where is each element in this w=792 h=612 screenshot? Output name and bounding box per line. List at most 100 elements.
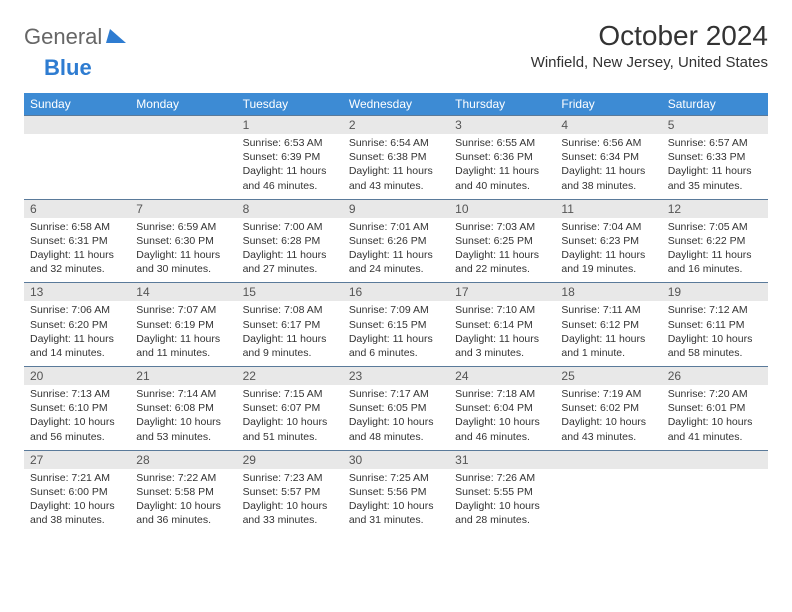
day-body: Sunrise: 6:54 AMSunset: 6:38 PMDaylight:…: [343, 134, 449, 199]
brand-part2: Blue: [44, 55, 92, 80]
sunset-text: Sunset: 6:12 PM: [561, 318, 655, 332]
sunrise-text: Sunrise: 7:09 AM: [349, 303, 443, 317]
daylight-text: Daylight: 11 hours and 40 minutes.: [455, 164, 549, 192]
sunrise-text: Sunrise: 7:25 AM: [349, 471, 443, 485]
sunset-text: Sunset: 6:30 PM: [136, 234, 230, 248]
sunrise-text: Sunrise: 7:04 AM: [561, 220, 655, 234]
daynum: 30: [343, 451, 449, 469]
daynum: 2: [343, 116, 449, 134]
daylight-text: Daylight: 10 hours and 53 minutes.: [136, 415, 230, 443]
sunset-text: Sunset: 6:28 PM: [243, 234, 337, 248]
brand-part1: General: [24, 24, 102, 50]
sunrise-text: Sunrise: 6:57 AM: [668, 136, 762, 150]
daylight-text: Daylight: 11 hours and 11 minutes.: [136, 332, 230, 360]
sunset-text: Sunset: 6:05 PM: [349, 401, 443, 415]
sunset-text: Sunset: 5:55 PM: [455, 485, 549, 499]
week-3-daynum-row: 20212223242526: [24, 366, 768, 385]
daylight-text: Daylight: 11 hours and 30 minutes.: [136, 248, 230, 276]
daynum: 12: [662, 200, 768, 218]
day-body: Sunrise: 7:07 AMSunset: 6:19 PMDaylight:…: [130, 301, 236, 366]
sunrise-text: Sunrise: 7:12 AM: [668, 303, 762, 317]
daynum: 5: [662, 116, 768, 134]
sunset-text: Sunset: 6:14 PM: [455, 318, 549, 332]
day-body: Sunrise: 7:06 AMSunset: 6:20 PMDaylight:…: [24, 301, 130, 366]
sunrise-text: Sunrise: 7:22 AM: [136, 471, 230, 485]
day-body: Sunrise: 7:13 AMSunset: 6:10 PMDaylight:…: [24, 385, 130, 450]
day-body: Sunrise: 7:23 AMSunset: 5:57 PMDaylight:…: [237, 469, 343, 534]
sunset-text: Sunset: 6:04 PM: [455, 401, 549, 415]
day-body: Sunrise: 7:22 AMSunset: 5:58 PMDaylight:…: [130, 469, 236, 534]
sunrise-text: Sunrise: 7:23 AM: [243, 471, 337, 485]
day-body: Sunrise: 7:19 AMSunset: 6:02 PMDaylight:…: [555, 385, 661, 450]
week-1-body-row: Sunrise: 6:58 AMSunset: 6:31 PMDaylight:…: [24, 218, 768, 283]
week-1-daynum-row: 6789101112: [24, 199, 768, 218]
sunrise-text: Sunrise: 6:53 AM: [243, 136, 337, 150]
sunrise-text: Sunrise: 7:17 AM: [349, 387, 443, 401]
daynum: 8: [237, 200, 343, 218]
week-3-body-row: Sunrise: 7:13 AMSunset: 6:10 PMDaylight:…: [24, 385, 768, 450]
sunset-text: Sunset: 6:22 PM: [668, 234, 762, 248]
day-body: Sunrise: 7:00 AMSunset: 6:28 PMDaylight:…: [237, 218, 343, 283]
sunrise-text: Sunrise: 6:56 AM: [561, 136, 655, 150]
daylight-text: Daylight: 11 hours and 46 minutes.: [243, 164, 337, 192]
day-body: Sunrise: 7:08 AMSunset: 6:17 PMDaylight:…: [237, 301, 343, 366]
sunset-text: Sunset: 6:00 PM: [30, 485, 124, 499]
day-body: Sunrise: 7:03 AMSunset: 6:25 PMDaylight:…: [449, 218, 555, 283]
daynum: 19: [662, 283, 768, 301]
daynum: 4: [555, 116, 661, 134]
calendar: SundayMondayTuesdayWednesdayThursdayFrid…: [24, 93, 768, 533]
daynum: 16: [343, 283, 449, 301]
sunrise-text: Sunrise: 7:26 AM: [455, 471, 549, 485]
sunset-text: Sunset: 5:56 PM: [349, 485, 443, 499]
daynum: 7: [130, 200, 236, 218]
week-4-body-row: Sunrise: 7:21 AMSunset: 6:00 PM Daylight:…: [24, 469, 768, 534]
day-body: Sunrise: 7:26 AMSunset: 5:55 PMDaylight:…: [449, 469, 555, 534]
dow-sunday: Sunday: [24, 93, 130, 115]
sunset-text: Sunset: 6:34 PM: [561, 150, 655, 164]
daylight-text: Daylight: 11 hours and 32 minutes.: [30, 248, 124, 276]
week-2-daynum-row: 13141516171819: [24, 282, 768, 301]
sunset-text: Sunset: 6:15 PM: [349, 318, 443, 332]
sunrise-text: Sunrise: 7:03 AM: [455, 220, 549, 234]
daylight-text: Daylight: 10 hours and 51 minutes.: [243, 415, 337, 443]
week-2-body-row: Sunrise: 7:06 AMSunset: 6:20 PMDaylight:…: [24, 301, 768, 366]
daylight-text: Daylight: 10 hours and 36 minutes.: [136, 499, 230, 527]
day-body: [24, 134, 130, 199]
daylight-text: Daylight: 11 hours and 38 minutes.: [561, 164, 655, 192]
daynum: 28: [130, 451, 236, 469]
daylight-text: Daylight: 10 hours and 56 minutes.: [30, 415, 124, 443]
daynum: 23: [343, 367, 449, 385]
dow-header-row: SundayMondayTuesdayWednesdayThursdayFrid…: [24, 93, 768, 115]
sunrise-text: Sunrise: 7:20 AM: [668, 387, 762, 401]
daylight-text: Daylight: 11 hours and 9 minutes.: [243, 332, 337, 360]
sunset-text: Sunset: 6:38 PM: [349, 150, 443, 164]
sunset-text: Sunset: 6:33 PM: [668, 150, 762, 164]
daylight-text: Daylight: 10 hours and 43 minutes.: [561, 415, 655, 443]
daynum: 13: [24, 283, 130, 301]
daynum: 15: [237, 283, 343, 301]
daylight-text: Daylight: 10 hours and 33 minutes.: [243, 499, 337, 527]
sunrise-text: Sunrise: 7:21 AM: [30, 471, 124, 485]
day-body: Sunrise: 6:57 AMSunset: 6:33 PMDaylight:…: [662, 134, 768, 199]
sunrise-text: Sunrise: 7:00 AM: [243, 220, 337, 234]
daynum: 31: [449, 451, 555, 469]
sunrise-text: Sunrise: 6:59 AM: [136, 220, 230, 234]
daynum: 14: [130, 283, 236, 301]
sunrise-text: Sunrise: 7:13 AM: [30, 387, 124, 401]
daylight-text: Daylight: 11 hours and 6 minutes.: [349, 332, 443, 360]
sunset-text: Sunset: 6:23 PM: [561, 234, 655, 248]
day-body: Sunrise: 7:09 AMSunset: 6:15 PMDaylight:…: [343, 301, 449, 366]
week-0-daynum-row: 12345: [24, 115, 768, 134]
month-title: October 2024: [531, 20, 768, 52]
daylight-text: Daylight: 10 hours and 48 minutes.: [349, 415, 443, 443]
week-4-daynum-row: 2728293031: [24, 450, 768, 469]
daynum: 1: [237, 116, 343, 134]
daylight-text: Daylight: 11 hours and 19 minutes.: [561, 248, 655, 276]
daynum: [130, 116, 236, 134]
daynum: 22: [237, 367, 343, 385]
sunset-text: Sunset: 6:31 PM: [30, 234, 124, 248]
sunrise-text: Sunrise: 7:10 AM: [455, 303, 549, 317]
daylight-text: Daylight: 11 hours and 43 minutes.: [349, 164, 443, 192]
day-body: Sunrise: 7:17 AMSunset: 6:05 PMDaylight:…: [343, 385, 449, 450]
daylight-text: Daylight: 11 hours and 27 minutes.: [243, 248, 337, 276]
